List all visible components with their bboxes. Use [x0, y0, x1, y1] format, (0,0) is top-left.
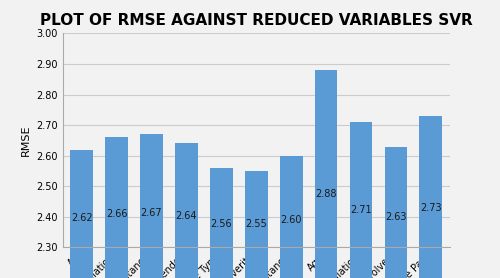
Text: 2.66: 2.66 [106, 209, 128, 219]
Y-axis label: RMSE: RMSE [20, 125, 30, 156]
Bar [70, 150, 93, 278]
Text: 2.73: 2.73 [420, 203, 442, 213]
Text: 2.71: 2.71 [350, 205, 372, 215]
Text: 2.56: 2.56 [210, 219, 232, 229]
Bar [384, 147, 407, 278]
Text: 2.88: 2.88 [316, 189, 337, 199]
Bar [350, 122, 372, 278]
Bar [175, 143, 198, 278]
Text: 2.60: 2.60 [280, 215, 302, 225]
Bar [420, 116, 442, 278]
Text: 2.67: 2.67 [140, 208, 162, 219]
Text: 2.62: 2.62 [71, 213, 92, 223]
Bar [210, 168, 233, 278]
Text: 2.55: 2.55 [246, 220, 267, 229]
Bar [106, 137, 128, 278]
Bar [140, 134, 163, 278]
Title: PLOT OF RMSE AGAINST REDUCED VARIABLES SVR: PLOT OF RMSE AGAINST REDUCED VARIABLES S… [40, 13, 472, 28]
Bar [314, 70, 338, 278]
Text: 2.64: 2.64 [176, 211, 197, 221]
Bar [245, 171, 268, 278]
Bar [280, 156, 302, 278]
Text: 2.63: 2.63 [385, 212, 406, 222]
